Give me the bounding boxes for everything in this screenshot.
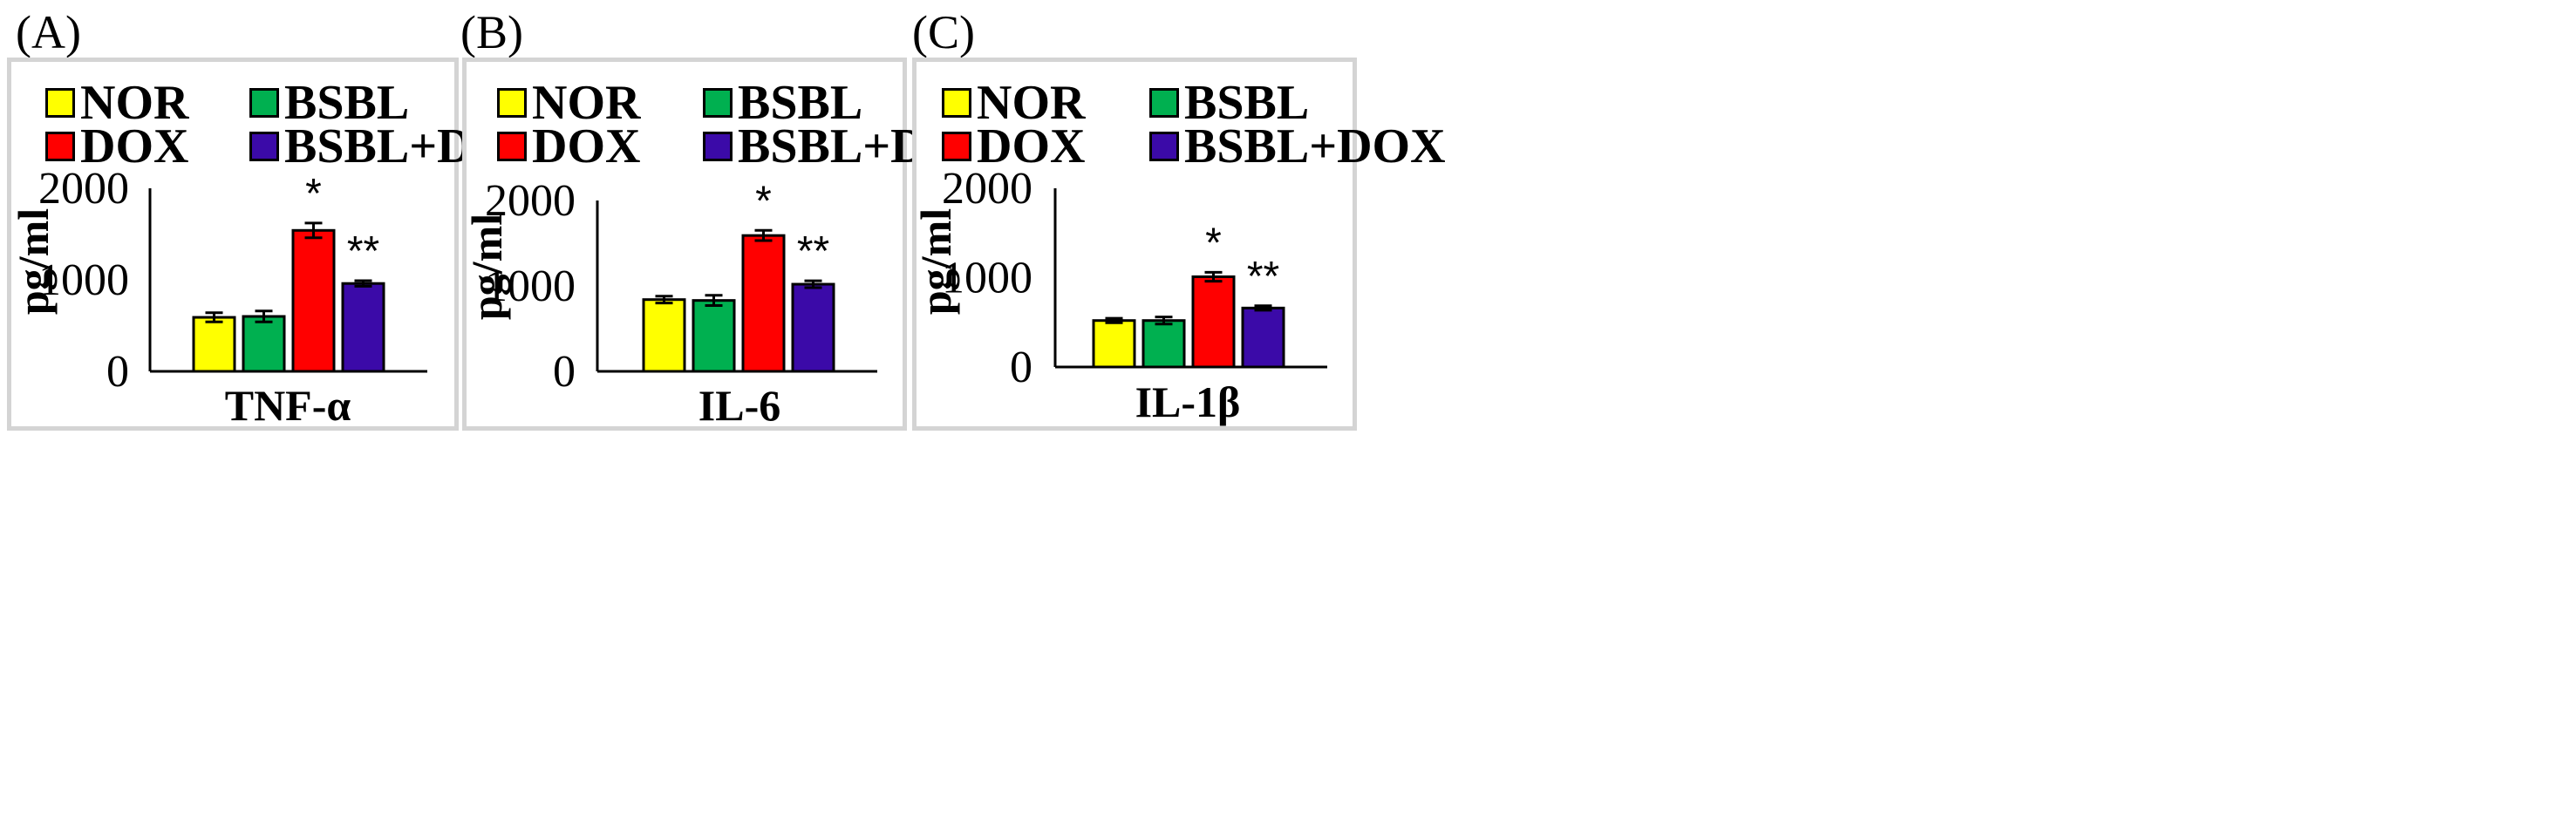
legend-label-dox: DOX — [532, 119, 641, 173]
panel-label-a: (A) — [16, 6, 81, 58]
legend-item-bsbl: BSBL — [249, 75, 409, 131]
x-axis-label: IL-1β — [1135, 377, 1241, 426]
y-axis-label: pg/ml — [911, 208, 960, 315]
legend-swatch-bsbl — [249, 88, 279, 118]
legend-swatch-bsbl — [1149, 88, 1179, 118]
bar-bsbl — [1141, 319, 1186, 369]
legend-label-nor: NOR — [532, 76, 641, 130]
legend-label-bsbl: BSBL — [1184, 76, 1310, 130]
legend-swatch-bsbl — [703, 88, 733, 118]
bar-nor — [192, 316, 236, 373]
legend-item-nor: NOR — [942, 75, 1085, 131]
legend-item-nor: NOR — [45, 75, 188, 131]
legend-label-bsbl: BSBL — [284, 76, 410, 130]
y-axis-label: pg/ml — [9, 208, 58, 315]
legend-label-nor: NOR — [80, 76, 189, 130]
panel-frame-c — [912, 58, 1357, 431]
significance-label: * — [755, 178, 772, 224]
legend-label-dox: DOX — [80, 119, 189, 173]
legend-swatch-bsbl-dox — [1149, 132, 1179, 161]
x-axis-label: IL-6 — [699, 381, 780, 430]
bar-dox — [1191, 275, 1236, 369]
y-tick-label: 2000 — [485, 176, 576, 226]
legend-swatch-nor — [45, 88, 75, 118]
legend-label-bsbl-dox: BSBL+DOX — [1184, 119, 1446, 173]
y-tick-label: 0 — [106, 347, 129, 397]
bar-nor — [642, 298, 686, 373]
bar-bsbl-dox — [341, 282, 385, 373]
bar-nor — [1092, 319, 1136, 369]
bar-bsbl-dox — [1241, 306, 1285, 369]
bar-dox — [291, 228, 336, 373]
legend-swatch-nor — [942, 88, 971, 118]
y-tick-label: 2000 — [942, 164, 1032, 214]
legend-item-dox: DOX — [942, 119, 1085, 174]
legend-swatch-dox — [497, 132, 527, 161]
legend-swatch-bsbl-dox — [703, 132, 733, 161]
bar-bsbl — [242, 315, 286, 373]
significance-label: * — [1205, 220, 1222, 266]
legend-swatch-dox — [942, 132, 971, 161]
panel-label-c: (C) — [912, 6, 975, 58]
y-tick-label: 1000 — [942, 254, 1032, 303]
legend-label-bsbl: BSBL — [738, 76, 863, 130]
legend-swatch-nor — [497, 88, 527, 118]
legend-label-dox: DOX — [977, 119, 1086, 173]
y-tick-label: 0 — [1010, 343, 1032, 392]
bar-dox — [741, 234, 786, 373]
legend-swatch-dox — [45, 132, 75, 161]
legend-item-nor: NOR — [497, 75, 640, 131]
significance-label: ** — [797, 228, 829, 275]
legend-label-nor: NOR — [977, 76, 1086, 130]
y-tick-label: 1000 — [485, 262, 576, 311]
y-tick-label: 0 — [553, 347, 576, 397]
x-axis-label: TNF-α — [225, 381, 351, 430]
bar-bsbl-dox — [791, 282, 835, 373]
legend-item-bsbl: BSBL — [703, 75, 862, 131]
y-axis-label: pg/ml — [462, 214, 511, 320]
significance-label: * — [305, 171, 322, 217]
significance-label: ** — [347, 228, 379, 275]
significance-label: ** — [1247, 254, 1279, 300]
legend-item-bsbl: BSBL — [1149, 75, 1309, 131]
legend-item-dox: DOX — [497, 119, 640, 174]
bar-bsbl — [692, 299, 736, 373]
panel-label-b: (B) — [460, 6, 523, 58]
y-tick-label: 1000 — [38, 255, 129, 305]
legend-item-bsbl-dox: BSBL+DOX — [1149, 119, 1446, 174]
legend-swatch-bsbl-dox — [249, 132, 279, 161]
legend-item-dox: DOX — [45, 119, 188, 174]
y-tick-label: 2000 — [38, 164, 129, 214]
bar-charts: 010002000pg/mlTNF-α***010002000pg/mlIL-6… — [9, 164, 1327, 430]
